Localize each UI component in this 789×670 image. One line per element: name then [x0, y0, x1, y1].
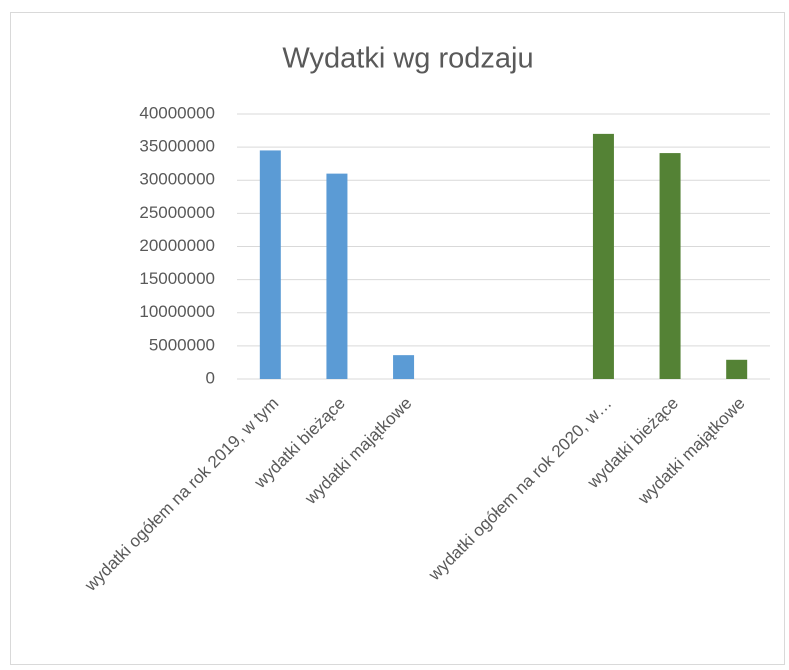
chart-border: [10, 12, 785, 665]
y-tick-label: 20000000: [139, 236, 215, 255]
bar: [326, 173, 348, 379]
y-tick-label: 40000000: [139, 103, 215, 122]
y-tick-label: 15000000: [139, 269, 215, 288]
y-tick-label: 30000000: [139, 170, 215, 189]
y-tick-label: 35000000: [139, 137, 215, 156]
chart-title: Wydatki wg rodzaju: [282, 43, 533, 75]
bar: [726, 359, 748, 379]
bar: [592, 133, 614, 379]
y-tick-label: 25000000: [139, 203, 215, 222]
y-tick-label: 5000000: [149, 335, 215, 354]
y-tick-label: 0: [206, 368, 215, 387]
y-tick-label: 10000000: [139, 302, 215, 321]
bar: [659, 153, 681, 379]
bar: [393, 355, 415, 379]
bar: [259, 150, 281, 379]
